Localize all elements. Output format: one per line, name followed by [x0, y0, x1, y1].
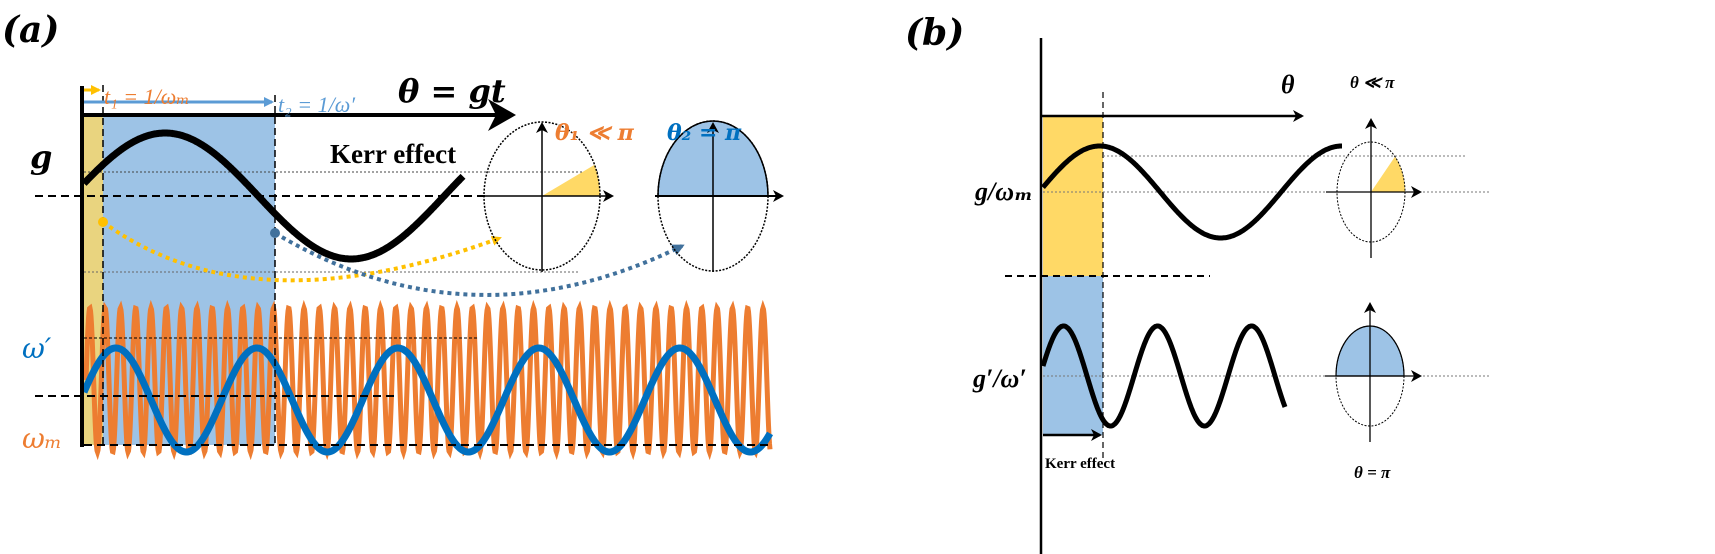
- omega-prime-label: ω′: [22, 332, 52, 365]
- theta-label: θ: [1281, 70, 1295, 99]
- theta-pi-label: θ = π: [1354, 463, 1391, 482]
- g-prime-omega-prime-label: g′/ω′: [972, 364, 1027, 393]
- yellow-transfer-arrow: [101, 220, 502, 283]
- phase-wedge: [1371, 156, 1405, 192]
- phase-circle-pi: θ = π: [1325, 302, 1422, 482]
- panel-a-label: (a): [2, 9, 59, 51]
- phase-circle-1: θ₁ ≪ π: [483, 120, 635, 272]
- g-omega-m-wave: [1041, 143, 1342, 241]
- panel-b: (b) θ g/ωₘ g′/ω′ Kerr effect θ ≪ π: [905, 12, 1490, 554]
- g-label: g: [30, 138, 52, 176]
- theta-gt-label: θ = gt: [398, 72, 506, 110]
- theta2-label: θ₂ = π: [667, 120, 742, 146]
- blue-region: [1043, 276, 1103, 435]
- phase-wedge: [542, 164, 601, 196]
- g-wave: [81, 129, 466, 263]
- phase-circle-small-angle: θ ≪ π: [1326, 73, 1422, 258]
- g-omega-m-label: g/ωₘ: [974, 177, 1033, 206]
- panel-a: (a) t₁ = 1/ωₘ t₂ = 1/ω′ θ = gt Kerr effe…: [2, 9, 784, 461]
- kerr-effect-label: Kerr effect: [1045, 456, 1115, 472]
- yellow-point: [98, 217, 108, 227]
- t2-label: t₂ = 1/ω′: [278, 92, 356, 117]
- omega-m-wave: [83, 299, 773, 461]
- phase-circle-2: θ₂ = π: [655, 120, 784, 272]
- theta1-label: θ₁ ≪ π: [555, 120, 635, 146]
- omega-m-label: ωₘ: [22, 422, 62, 455]
- theta-small-label: θ ≪ π: [1350, 73, 1395, 92]
- panel-b-label: (b): [905, 12, 964, 54]
- blue-point: [270, 228, 280, 238]
- g-prime-omega-prime-wave: [1040, 323, 1288, 429]
- yellow-region: [1043, 116, 1103, 276]
- omega-prime-wave: [80, 344, 774, 456]
- t1-label: t₁ = 1/ωₘ: [104, 84, 190, 109]
- kerr-effect-label: Kerr effect: [330, 139, 456, 169]
- blue-transfer-arrow: [273, 231, 685, 297]
